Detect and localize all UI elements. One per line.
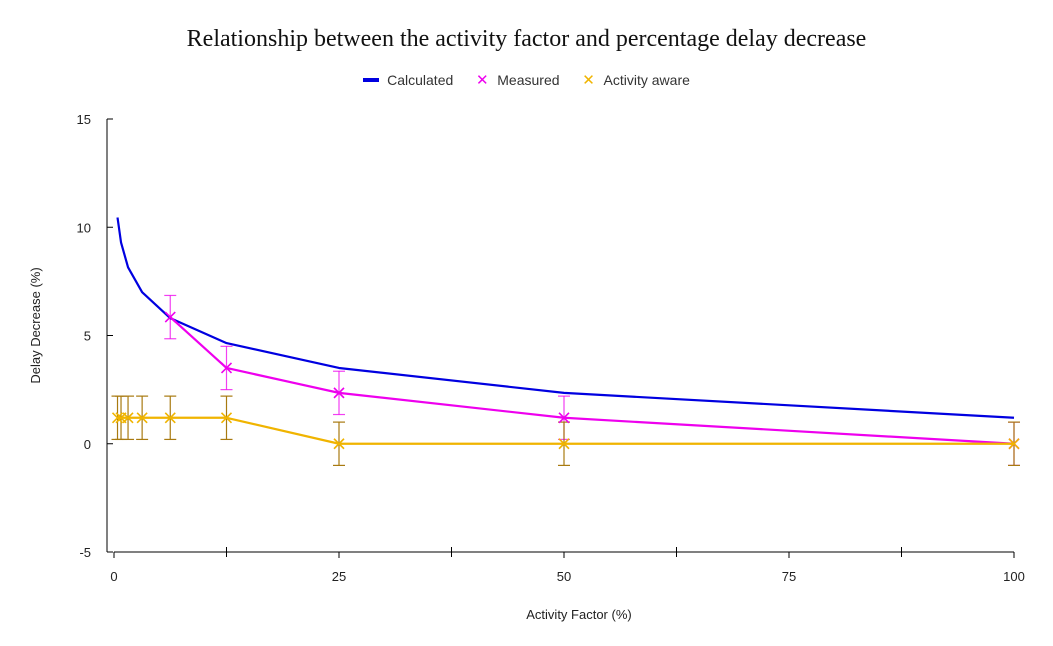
data-point-activity-aware xyxy=(333,438,345,450)
legend-label-measured: Measured xyxy=(497,72,560,88)
series-line-measured xyxy=(169,316,1015,445)
x-tick-label: 50 xyxy=(557,569,571,584)
x-tick-label: 25 xyxy=(332,569,346,584)
chart-legend: Calculated ✕ Measured ✕ Activity aware xyxy=(0,72,1053,88)
data-point-measured xyxy=(558,412,570,424)
legend-marker-measured: ✕ xyxy=(475,71,489,89)
legend-item-measured[interactable]: ✕ Measured xyxy=(475,71,560,89)
y-tick-label: 5 xyxy=(84,329,91,344)
data-point-measured xyxy=(164,311,176,323)
legend-label-calculated: Calculated xyxy=(387,72,454,88)
y-tick-label: -5 xyxy=(79,545,91,560)
data-point-activity-aware xyxy=(220,412,233,424)
legend-marker-activity-aware: ✕ xyxy=(582,71,595,89)
y-tick-label: 0 xyxy=(84,437,91,452)
data-point-measured xyxy=(333,387,345,399)
y-axis-title: Delay Decrease (%) xyxy=(28,267,43,383)
x-tick-label: 75 xyxy=(782,569,796,584)
x-axis-title: Activity Factor (%) xyxy=(526,607,631,622)
y-tick-label: 15 xyxy=(77,112,91,127)
data-point-activity-aware xyxy=(1008,438,1020,450)
data-point-activity-aware xyxy=(558,438,570,450)
legend-item-activity-aware[interactable]: ✕ Activity aware xyxy=(582,72,690,88)
data-point-activity-aware xyxy=(136,412,148,424)
data-point-measured xyxy=(220,362,233,374)
data-point-activity-aware xyxy=(164,412,176,424)
chart-title: Relationship between the activity factor… xyxy=(186,26,867,52)
legend-swatch-calculated xyxy=(363,78,380,82)
y-tick-label: 10 xyxy=(77,220,91,235)
legend-label-activity-aware: Activity aware xyxy=(603,72,690,88)
data-point-activity-aware xyxy=(122,412,134,424)
data-point-activity-aware xyxy=(111,412,124,424)
x-tick-label: 100 xyxy=(1003,569,1025,584)
series-line-calculated xyxy=(116,217,1015,419)
x-tick-label: 0 xyxy=(110,569,117,584)
legend-item-calculated[interactable]: Calculated xyxy=(363,72,453,88)
